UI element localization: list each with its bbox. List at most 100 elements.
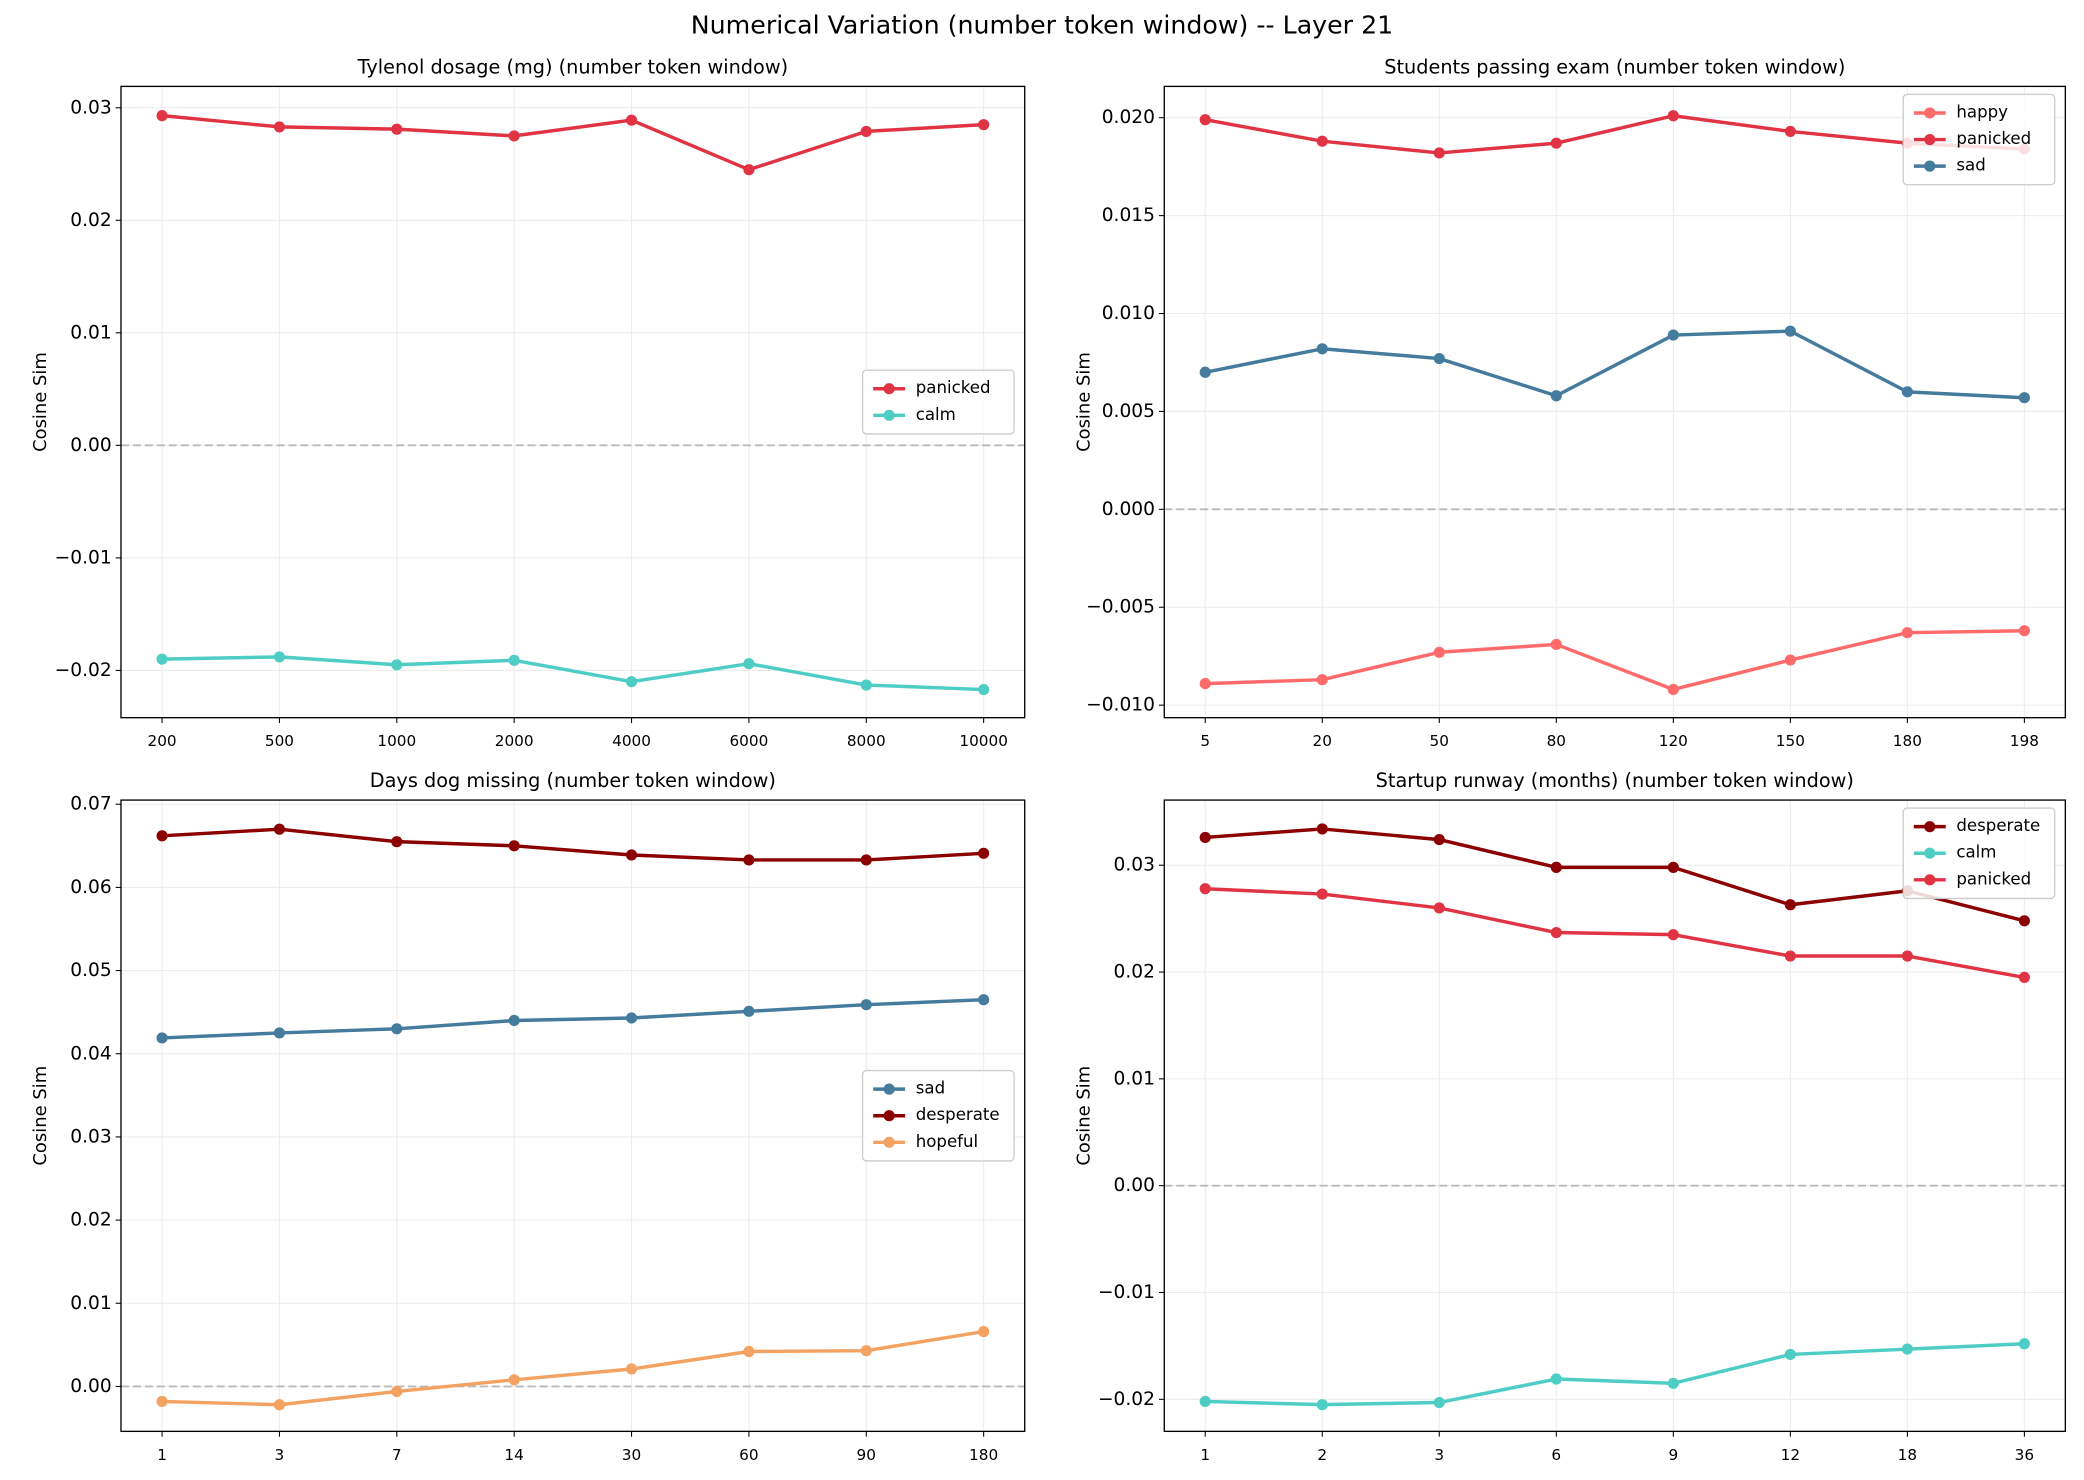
x-tick-label: 7 xyxy=(392,1446,402,1464)
data-point xyxy=(1550,1373,1562,1385)
y-tick-label: 0.010 xyxy=(1102,303,1155,324)
y-tick-label: 0.015 xyxy=(1102,205,1155,226)
data-point xyxy=(1316,674,1328,686)
data-point xyxy=(1667,929,1679,941)
series-line xyxy=(161,997,984,1040)
data-point xyxy=(1901,627,1913,639)
legend-marker xyxy=(1924,821,1936,833)
data-point xyxy=(978,683,990,696)
y-tick-label: 0.005 xyxy=(1102,401,1155,422)
y-tick-label: −0.01 xyxy=(1098,1282,1155,1303)
legend-box xyxy=(861,1069,1015,1162)
data-point xyxy=(1901,950,1913,962)
x-tick-label: 20 xyxy=(1313,732,1332,750)
data-point xyxy=(625,1012,638,1024)
data-point xyxy=(273,1027,286,1039)
y-tick-label: 0.01 xyxy=(70,322,111,343)
legend-marker xyxy=(1924,847,1936,859)
x-tick-label: 200 xyxy=(147,732,176,750)
legend-label: panicked xyxy=(1956,869,2031,888)
series-line xyxy=(162,1329,984,1407)
data-point xyxy=(978,119,990,131)
y-tick-label: −0.02 xyxy=(55,660,112,681)
data-point xyxy=(1784,325,1796,337)
y-tick-label: 0.06 xyxy=(70,877,111,898)
series-line xyxy=(162,655,984,692)
x-tick-label: 50 xyxy=(1430,732,1449,750)
y-axis-label: Cosine Sim xyxy=(1074,352,1095,452)
y-tick-label: 0.02 xyxy=(70,1210,111,1231)
y-axis-label: Cosine Sim xyxy=(30,352,51,452)
data-point xyxy=(1316,1399,1328,1411)
x-tick-label: 150 xyxy=(1776,732,1805,750)
axes-frame xyxy=(1163,85,2067,719)
data-point xyxy=(625,1363,638,1375)
x-tick-label: 500 xyxy=(265,732,294,750)
data-point xyxy=(978,994,990,1006)
legend-marker xyxy=(883,1110,895,1122)
series-line xyxy=(161,113,984,172)
data-point xyxy=(1667,110,1679,122)
data-point xyxy=(156,110,168,122)
y-tick-label: 0.03 xyxy=(70,97,111,118)
data-point xyxy=(1550,861,1562,873)
data-point xyxy=(2018,915,2030,927)
y-tick-label: 0.03 xyxy=(1114,855,1155,876)
data-point xyxy=(1199,114,1211,126)
axes-frame xyxy=(1163,799,2067,1433)
data-point xyxy=(2018,971,2030,983)
data-point xyxy=(743,854,755,866)
data-point xyxy=(1433,646,1445,658)
x-tick-label: 5 xyxy=(1200,732,1210,750)
data-point xyxy=(1316,343,1328,355)
legend-label: panicked xyxy=(1956,129,2031,148)
data-point xyxy=(1199,831,1211,844)
data-point xyxy=(978,847,990,859)
y-tick-label: −0.010 xyxy=(1086,695,1155,716)
data-point xyxy=(1901,386,1913,398)
data-point xyxy=(391,123,403,135)
axes-frame xyxy=(120,85,1026,719)
y-tick-label: 0.02 xyxy=(70,210,111,231)
x-tick-label: 2 xyxy=(1317,1446,1327,1464)
data-point xyxy=(1433,147,1445,159)
figure-title: Numerical Variation (number token window… xyxy=(691,11,1393,40)
data-point xyxy=(2018,1338,2030,1350)
legend-marker xyxy=(883,409,895,421)
x-tick-label: 3 xyxy=(1434,1446,1444,1464)
subplot-title: Startup runway (months) (number token wi… xyxy=(1376,769,1854,792)
series-line xyxy=(1205,629,2025,692)
x-tick-label: 90 xyxy=(857,1446,876,1464)
data-point xyxy=(1667,1377,1679,1389)
data-point xyxy=(1550,638,1562,651)
x-tick-label: 12 xyxy=(1781,1446,1800,1464)
subplot: 0.00 0.01 0.02 0.03 0.04 0.05 0.06 0.07 1 3 7 14 30 6… xyxy=(30,769,1026,1464)
data-point xyxy=(860,679,872,691)
y-tick-label: −0.005 xyxy=(1086,597,1155,618)
data-point xyxy=(508,1374,520,1386)
x-tick-label: 120 xyxy=(1659,732,1688,750)
data-point xyxy=(508,130,520,142)
y-tick-label: 0.01 xyxy=(70,1293,111,1314)
data-point xyxy=(1550,926,1562,939)
y-axis-label: Cosine Sim xyxy=(30,1066,51,1166)
series-line xyxy=(161,827,984,862)
axes-frame xyxy=(120,799,1026,1433)
legend-label: calm xyxy=(1956,843,1996,862)
legend-label: sad xyxy=(1956,156,1985,175)
subplot-title: Students passing exam (number token wind… xyxy=(1384,55,1845,78)
y-tick-label: 0.05 xyxy=(70,960,111,981)
data-point xyxy=(1784,1348,1796,1361)
data-point xyxy=(1667,329,1679,341)
x-tick-label: 6 xyxy=(1551,1446,1561,1464)
data-point xyxy=(1433,1396,1445,1409)
legend-box xyxy=(1902,807,2056,900)
x-tick-label: 2000 xyxy=(495,732,534,750)
data-point xyxy=(978,1325,990,1338)
x-tick-label: 198 xyxy=(2010,732,2039,750)
y-tick-label: 0.020 xyxy=(1102,107,1155,128)
data-point xyxy=(156,1395,168,1407)
x-tick-label: 1 xyxy=(1200,1446,1210,1464)
